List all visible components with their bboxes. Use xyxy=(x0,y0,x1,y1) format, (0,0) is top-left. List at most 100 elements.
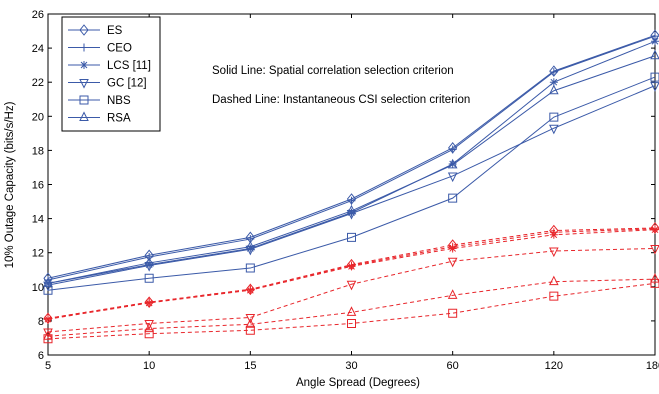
legend-label: LCS [11] xyxy=(107,60,151,72)
series-group xyxy=(43,29,659,344)
y-tick-label: 22 xyxy=(32,77,44,89)
data-point xyxy=(549,124,559,135)
data-point xyxy=(650,72,659,82)
x-axis-label: Angle Spread (Degrees) xyxy=(296,377,420,389)
x-tick-label: 180 xyxy=(646,360,659,372)
data-point xyxy=(447,172,458,183)
data-point xyxy=(448,244,457,253)
data-point xyxy=(43,277,53,287)
data-point xyxy=(246,286,255,295)
annotations: Solid Line: Spatial correlation selectio… xyxy=(212,65,470,106)
series-line xyxy=(47,278,656,337)
annotation-text: Dashed Line: Instantaneous CSI selection… xyxy=(212,94,470,106)
series-rsa-dashed xyxy=(43,273,659,340)
y-tick-label: 8 xyxy=(38,316,44,328)
series-nbs-solid xyxy=(43,72,659,295)
series-line xyxy=(47,282,656,340)
data-point xyxy=(43,328,53,339)
x-tick-label: 15 xyxy=(244,360,256,372)
series-lcs-11-dashed xyxy=(44,225,659,324)
data-point xyxy=(549,112,559,122)
legend-marker xyxy=(79,24,89,36)
series-rsa-solid xyxy=(43,49,659,287)
legend-item-nbs: NBS xyxy=(68,95,131,107)
x-tick-label: 10 xyxy=(143,360,155,372)
y-tick-label: 14 xyxy=(32,214,44,226)
legend-marker xyxy=(80,61,88,69)
series-line xyxy=(47,55,656,284)
legend-label: ES xyxy=(107,25,123,37)
data-point xyxy=(448,145,457,154)
data-point xyxy=(144,273,154,283)
legend-marker xyxy=(79,111,89,121)
data-point xyxy=(144,322,154,333)
data-point xyxy=(347,208,356,217)
y-tick-label: 26 xyxy=(32,9,44,21)
data-point xyxy=(346,306,357,316)
data-point xyxy=(346,280,357,291)
data-point xyxy=(650,278,659,288)
data-point xyxy=(246,244,255,253)
data-point xyxy=(447,257,458,268)
data-point xyxy=(447,158,458,169)
series-line xyxy=(47,76,656,291)
data-point xyxy=(245,325,255,335)
data-point xyxy=(144,256,154,267)
data-point xyxy=(447,289,458,299)
data-point xyxy=(651,37,659,46)
data-point xyxy=(549,67,558,76)
x-tick-label: 30 xyxy=(345,360,357,372)
x-tick-label: 120 xyxy=(545,360,563,372)
data-point xyxy=(448,193,458,203)
y-tick-label: 12 xyxy=(32,248,44,260)
axes-group: 6 8 10 12 14 16 18 20 22 24 26 5 10 15 30 60 120 180 xyxy=(32,9,659,372)
data-point xyxy=(651,225,659,234)
data-point xyxy=(144,319,154,330)
annotation-text: Solid Line: Spatial correlation selectio… xyxy=(212,65,454,77)
legend-item-gc-12: GC [12] xyxy=(68,78,147,90)
data-point xyxy=(448,308,458,318)
data-point xyxy=(650,244,659,255)
data-point xyxy=(347,318,356,328)
y-tick-label: 16 xyxy=(32,180,44,192)
data-point xyxy=(145,260,154,269)
data-point xyxy=(347,262,356,271)
legend-item-lcs-11: LCS [11] xyxy=(68,60,151,72)
data-point xyxy=(145,298,154,307)
legend-marker xyxy=(79,95,89,105)
data-point xyxy=(549,65,559,77)
data-point xyxy=(549,84,559,95)
y-tick-label: 10 xyxy=(32,282,44,294)
legend-item-es: ES xyxy=(68,24,123,37)
legend-label: GC [12] xyxy=(107,78,147,90)
legend-box xyxy=(61,16,161,132)
data-point xyxy=(347,196,356,205)
data-point xyxy=(549,78,558,87)
legend-label: CEO xyxy=(107,43,132,55)
data-point xyxy=(44,315,52,324)
legend-marker xyxy=(80,43,88,52)
data-point xyxy=(549,247,559,258)
data-point xyxy=(245,240,256,251)
y-tick-label: 20 xyxy=(32,111,44,123)
data-point xyxy=(347,232,356,242)
data-point xyxy=(144,329,154,339)
data-point xyxy=(245,263,255,273)
legend: ES CEO LCS [11] GC [12] NBS RSA xyxy=(61,16,161,132)
x-tick-label: 5 xyxy=(45,360,51,372)
y-tick-label: 18 xyxy=(32,145,44,157)
legend-item-rsa: RSA xyxy=(68,111,131,125)
legend-label: NBS xyxy=(107,95,131,107)
y-tick-label: 6 xyxy=(38,350,44,362)
y-tick-label: 24 xyxy=(32,43,44,55)
y-axis-label: 10% Outage Capacity (bits/s/Hz) xyxy=(4,101,16,268)
data-point xyxy=(650,82,659,92)
legend-marker xyxy=(79,79,89,89)
data-point xyxy=(43,330,53,340)
legend-item-ceo: CEO xyxy=(68,43,132,55)
x-tick-label: 60 xyxy=(447,360,459,372)
data-point xyxy=(245,313,256,324)
series-line xyxy=(47,229,656,320)
